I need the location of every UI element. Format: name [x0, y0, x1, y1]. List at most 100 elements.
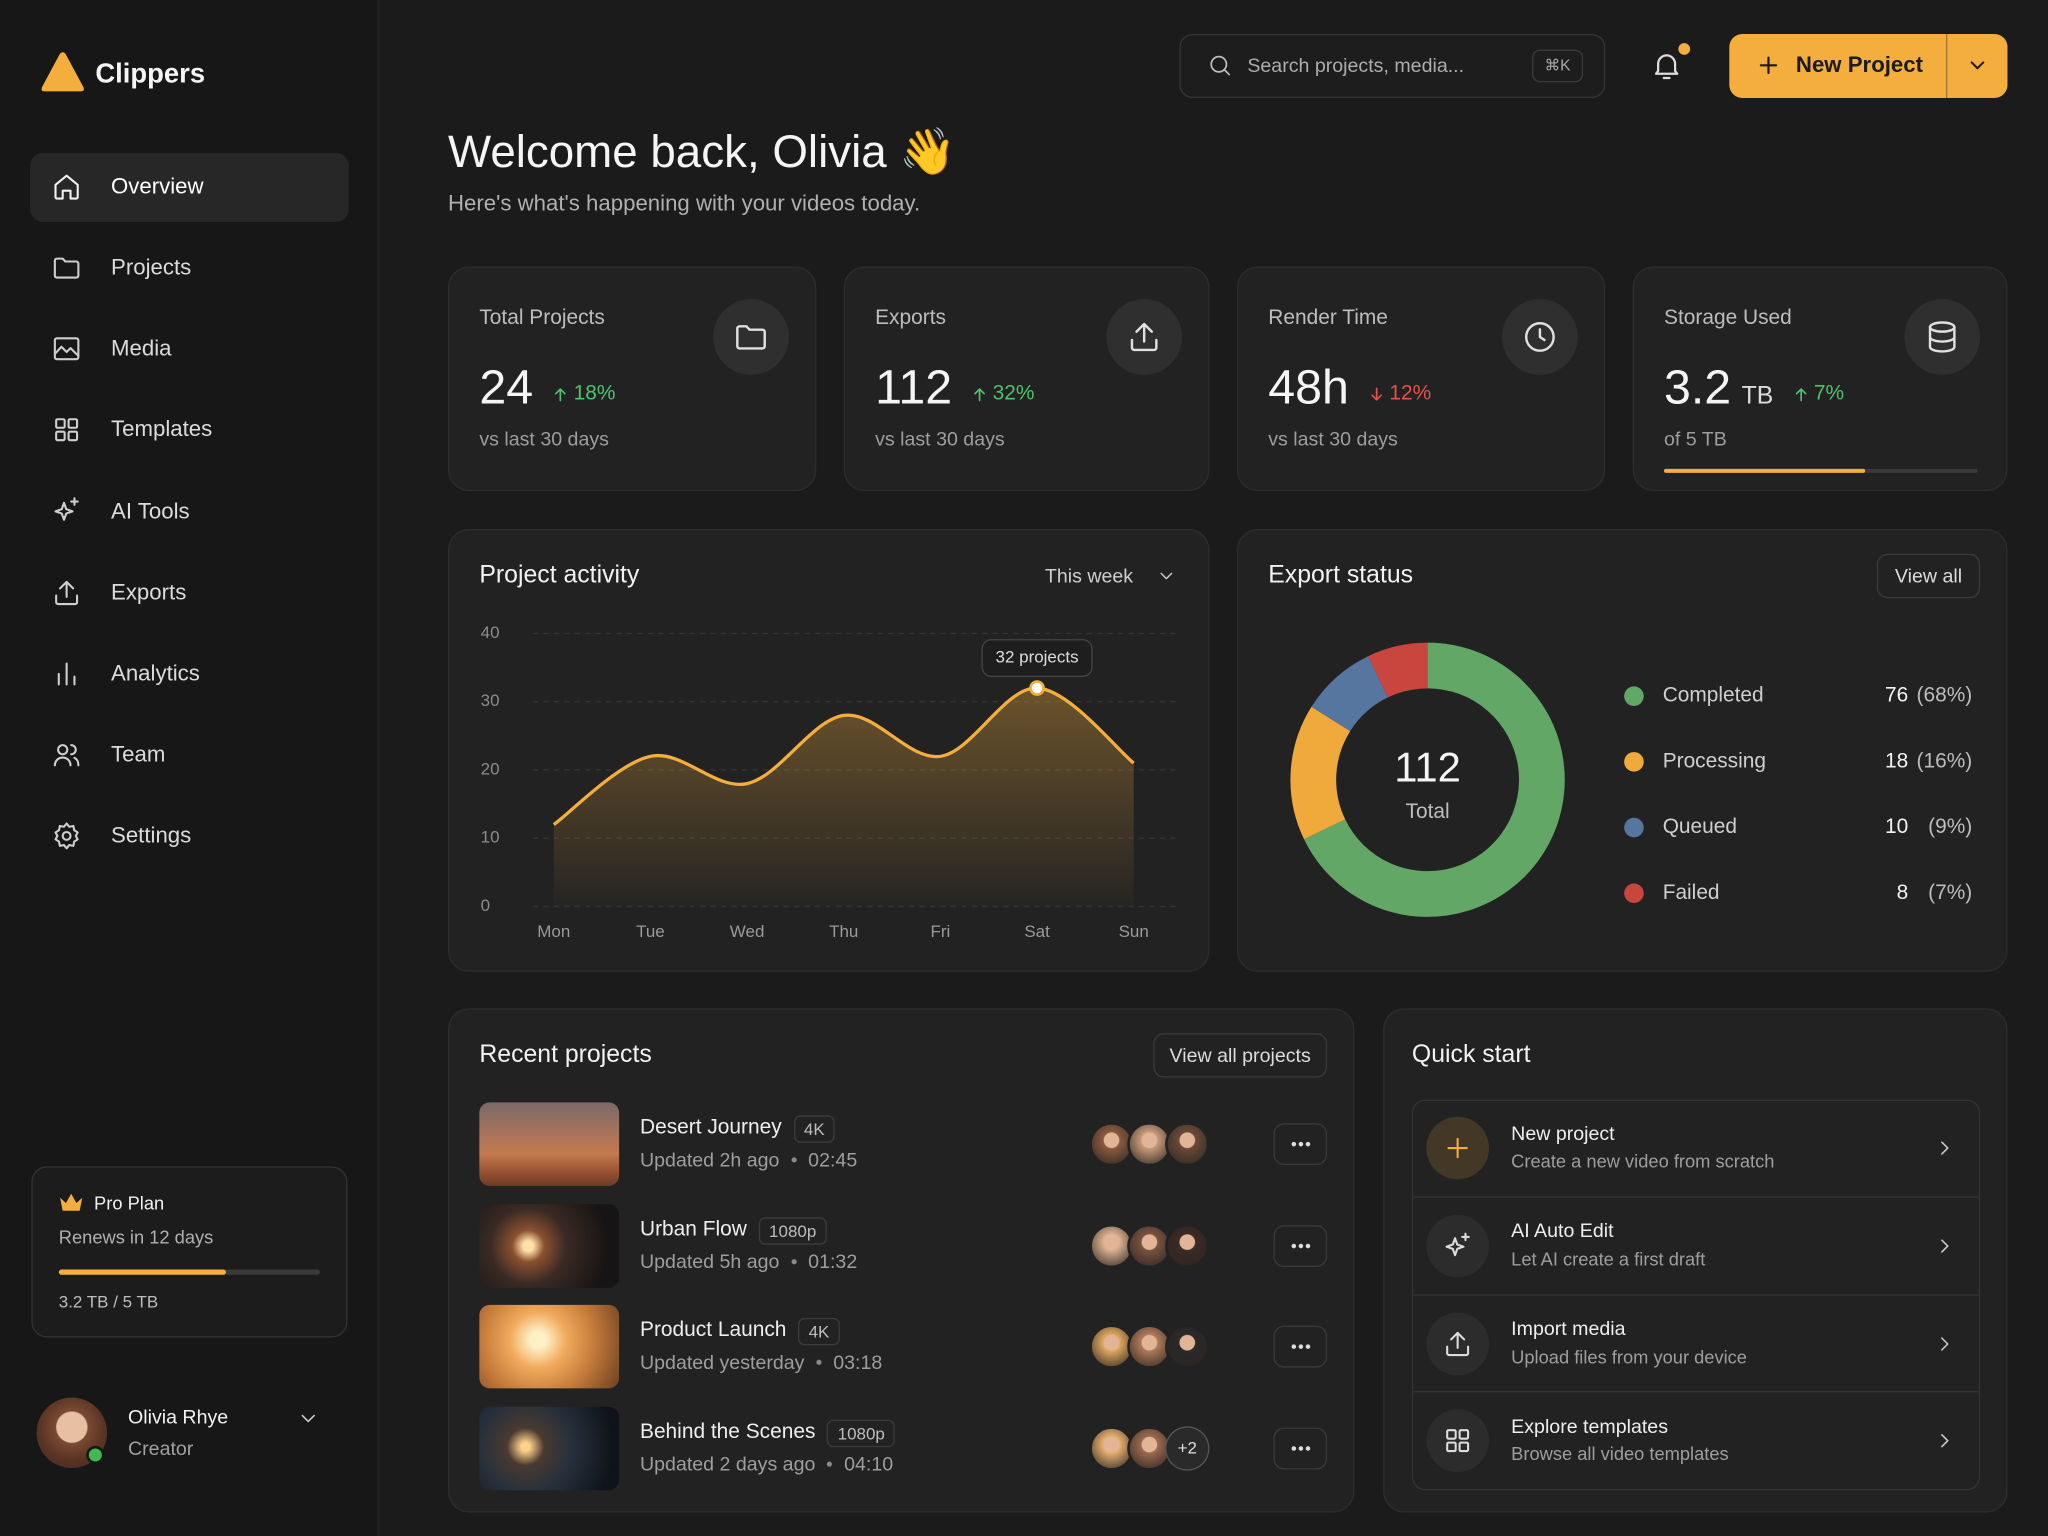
trend-arrow [970, 385, 988, 403]
nav-label: Media [111, 336, 172, 361]
nav-label: Team [111, 741, 166, 767]
icon-part [1941, 1434, 1949, 1448]
stat-title: Storage Used [1663, 306, 1792, 329]
icon-part [1524, 322, 1555, 352]
icon-part [55, 418, 66, 430]
nav-label: AI Tools [111, 498, 190, 524]
avatar [1165, 1324, 1210, 1369]
icon-part [54, 174, 79, 200]
project-duration: 04:10 [844, 1453, 894, 1476]
new-project-menu[interactable] [1946, 33, 2008, 98]
icon-part [1446, 1429, 1470, 1453]
stat-value: 3.2 [1663, 360, 1732, 415]
project-duration: 01:32 [808, 1250, 858, 1273]
quick-chevron [1933, 1332, 1957, 1356]
icon-part [1297, 1446, 1303, 1451]
icon-part [1458, 1441, 1470, 1453]
icon-part [1210, 55, 1228, 73]
icon-part [1130, 322, 1158, 352]
icon-part [54, 174, 79, 200]
plan-progress [58, 1269, 226, 1275]
icon-part [1928, 325, 1956, 353]
quick-start-item[interactable] [1413, 1393, 1979, 1491]
icon-part [60, 1193, 83, 1211]
icon-part [1290, 1243, 1310, 1249]
more-icon [1287, 1334, 1313, 1360]
view-all-projects-button[interactable] [1153, 1033, 1328, 1078]
icon-part [1759, 56, 1778, 75]
range-chevron [1156, 566, 1177, 587]
quick-start-item[interactable] [1413, 1100, 1979, 1198]
icon-part [301, 1414, 315, 1423]
stat-unit: TB [1741, 382, 1774, 411]
nav-icon [51, 414, 82, 445]
icon-part [53, 337, 80, 361]
stat-change: 12% [1367, 383, 1431, 407]
stat-change-text: 12% [1389, 382, 1432, 405]
nav-icon [51, 252, 82, 283]
nav-label: Projects [111, 254, 192, 280]
stat-icon [1522, 319, 1559, 356]
nav-icon [51, 496, 82, 527]
project-updated: Updated 2 days ago [639, 1453, 816, 1476]
stat-value-row: 3.2 TB 7% [1664, 360, 1976, 423]
project-title-row: Behind the Scenes 1080p [640, 1416, 1058, 1450]
nav-item[interactable] [30, 152, 349, 222]
icon-part [974, 388, 986, 402]
avatar [1127, 1223, 1172, 1269]
project-thumbnail[interactable] [479, 1102, 620, 1186]
plan-usage: 3.2 TB / 5 TB [58, 1291, 159, 1312]
icon-part [1446, 1331, 1470, 1356]
icon-part [1970, 61, 1985, 70]
icon-part [1928, 321, 1956, 333]
icon-part [1524, 322, 1555, 352]
icon-part [55, 580, 79, 605]
icon-part [1290, 1243, 1296, 1249]
icon-part [736, 325, 766, 350]
project-updated: Updated 2h ago [639, 1148, 780, 1171]
user-menu [296, 1407, 320, 1431]
nav-label: Exports [111, 579, 187, 605]
icon-part [1446, 1441, 1457, 1453]
icon-part [1461, 1232, 1470, 1241]
project-title: Desert Journey [639, 1116, 782, 1139]
quick-start-item[interactable] [1413, 1197, 1979, 1296]
project-thumbnail[interactable] [479, 1204, 620, 1288]
view-all-button[interactable] [1876, 553, 1981, 599]
more-button[interactable] [1273, 1123, 1328, 1166]
icon-part [60, 1193, 83, 1211]
search-icon [1207, 52, 1233, 78]
quick-item-title: Import media [1511, 1317, 1626, 1341]
stat-change-text: 18% [573, 382, 616, 405]
stat-value-row: 112 32% [875, 360, 1178, 423]
more-button[interactable] [1273, 1225, 1328, 1267]
quick-start-item[interactable] [1413, 1295, 1979, 1393]
avatar [1165, 1121, 1210, 1167]
icon-part [53, 743, 80, 767]
project-thumbnail[interactable] [479, 1406, 620, 1491]
search-box[interactable] [1179, 33, 1606, 98]
project-duration: 02:45 [808, 1148, 858, 1171]
icon-part [41, 52, 84, 92]
more-button[interactable] [1273, 1325, 1328, 1368]
nav-icon [51, 333, 82, 364]
more-button[interactable] [1273, 1427, 1328, 1470]
shortcut: ⌘K [1544, 56, 1571, 75]
project-thumbnail[interactable] [479, 1304, 620, 1389]
plan-renews: Renews in 12 days [58, 1226, 214, 1248]
more-icon [1287, 1233, 1313, 1259]
more-icon [1287, 1131, 1313, 1157]
nav-icon [51, 739, 82, 770]
view-all-projects-label: View all projects [1169, 1044, 1311, 1067]
icon-part [1654, 54, 1679, 80]
icon-part [1290, 1446, 1296, 1451]
icon-part [53, 743, 80, 767]
stat-note: vs last 30 days [1268, 427, 1398, 450]
plan-card [31, 1166, 348, 1338]
stat-value-row: 24 18% [479, 360, 785, 423]
icon-part [1941, 1239, 1949, 1253]
icon-part [1795, 388, 1807, 402]
stat-icon [1924, 319, 1961, 356]
menu-chevron [1966, 54, 1990, 78]
quick-item-subtitle: Let AI create a first draft [1511, 1248, 1706, 1270]
